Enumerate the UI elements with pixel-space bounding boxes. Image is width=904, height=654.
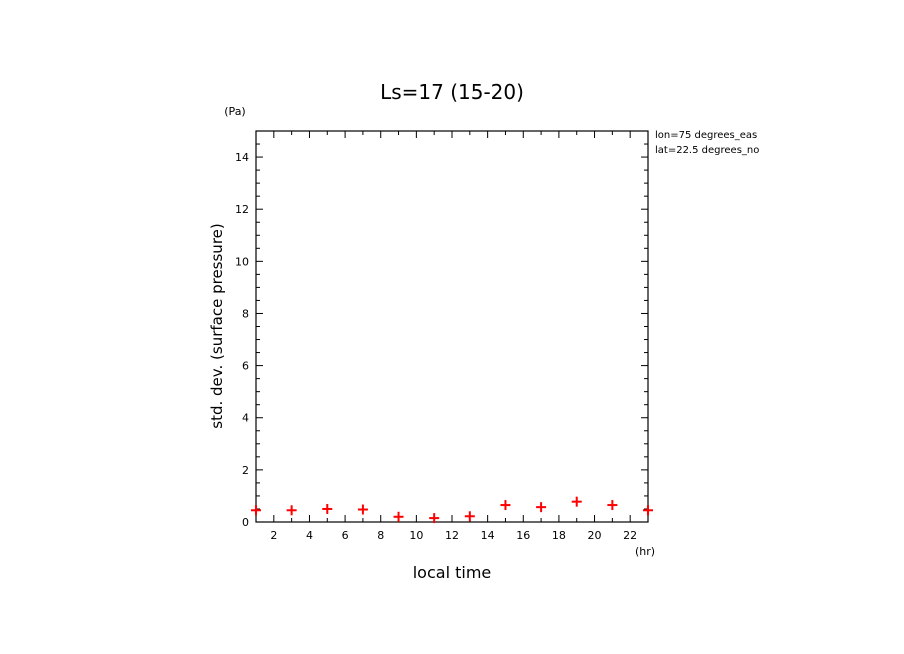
x-unit-label: (hr) bbox=[635, 545, 655, 558]
tick-labels: 2 4 6 8 10 12 14 16 18 20 22 0 2 4 6 8 10 12 14 bbox=[235, 151, 637, 542]
data-point bbox=[286, 505, 297, 516]
x-tick-label: 18 bbox=[552, 529, 566, 542]
y-tick-label: 10 bbox=[235, 255, 249, 268]
annotation-lat: lat=22.5 degrees_no bbox=[655, 145, 759, 156]
data-point bbox=[643, 505, 653, 516]
data-point bbox=[429, 513, 440, 524]
data-points bbox=[251, 496, 653, 524]
data-point bbox=[393, 511, 404, 522]
y-tick-label: 8 bbox=[242, 307, 249, 320]
x-tick-label: 16 bbox=[516, 529, 530, 542]
data-point bbox=[607, 500, 618, 511]
x-tick-label: 12 bbox=[445, 529, 459, 542]
data-point bbox=[571, 496, 582, 507]
data-point bbox=[322, 503, 333, 514]
x-tick-label: 22 bbox=[623, 529, 637, 542]
data-point bbox=[500, 500, 511, 511]
x-tick-label: 2 bbox=[270, 529, 277, 542]
data-point bbox=[536, 502, 547, 513]
y-tick-label: 0 bbox=[242, 516, 249, 529]
axis-ticks bbox=[255, 130, 649, 523]
y-tick-label: 2 bbox=[242, 464, 249, 477]
annotation-lon: lon=75 degrees_eas bbox=[655, 130, 757, 141]
y-unit-label: (Pa) bbox=[224, 105, 245, 118]
x-tick-label: 6 bbox=[342, 529, 349, 542]
y-tick-label: 12 bbox=[235, 203, 249, 216]
plot-frame bbox=[255, 130, 649, 523]
x-tick-label: 4 bbox=[306, 529, 313, 542]
x-tick-label: 10 bbox=[409, 529, 423, 542]
chart-title: Ls=17 (15-20) bbox=[380, 80, 524, 104]
y-axis-label: std. dev. (surface pressure) bbox=[208, 223, 226, 428]
x-tick-label: 8 bbox=[377, 529, 384, 542]
data-point bbox=[357, 504, 368, 515]
y-tick-label: 4 bbox=[242, 412, 249, 425]
x-tick-label: 14 bbox=[481, 529, 495, 542]
y-tick-label: 6 bbox=[242, 360, 249, 373]
y-tick-label: 14 bbox=[235, 151, 249, 164]
x-tick-label: 20 bbox=[588, 529, 602, 542]
x-axis-label: local time bbox=[413, 563, 492, 582]
data-point bbox=[464, 511, 475, 522]
data-point bbox=[251, 505, 261, 516]
